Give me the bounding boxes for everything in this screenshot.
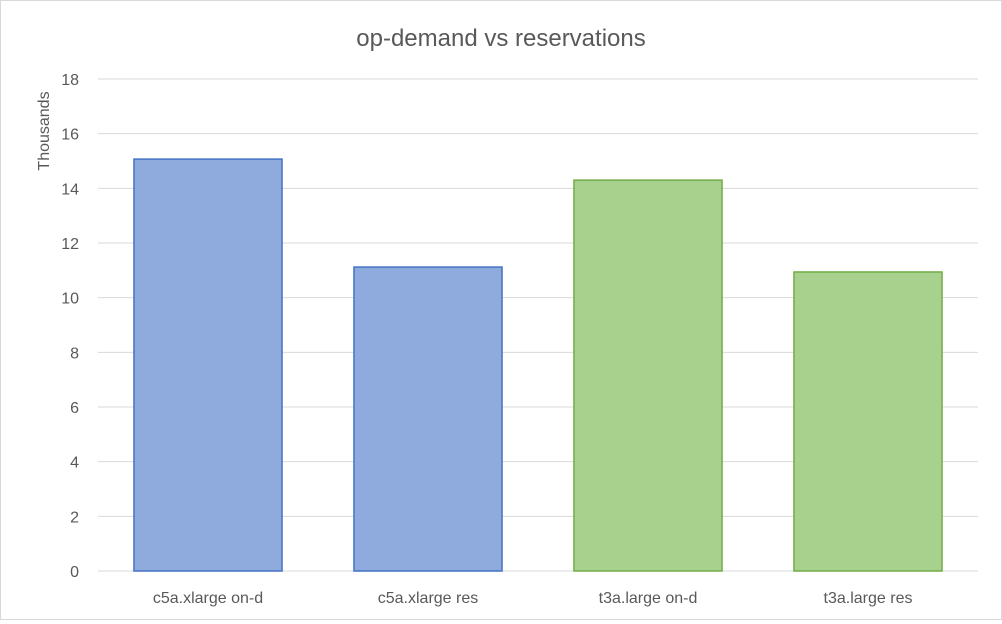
bar-c5a-xlarge-res [353, 266, 503, 572]
x-tick-label: t3a.large on-d [599, 590, 698, 607]
x-tick-label: c5a.xlarge res [378, 590, 479, 607]
bar-t3a-large-on-d [573, 179, 723, 572]
y-axis-ticks: 0 2 4 6 8 10 12 14 16 18 [61, 72, 79, 581]
x-axis-ticks: c5a.xlarge on-d c5a.xlarge res t3a.large o… [153, 590, 913, 607]
y-tick-label: 14 [61, 181, 79, 198]
x-tick-label: c5a.xlarge on-d [153, 590, 263, 607]
y-tick-label: 10 [61, 291, 79, 308]
y-tick-label: 8 [70, 345, 79, 362]
y-tick-label: 18 [61, 72, 79, 89]
y-axis-label: Thousands [36, 91, 53, 170]
y-tick-label: 6 [70, 400, 79, 417]
bar-c5a-xlarge-on-d [133, 158, 283, 572]
bar-t3a-large-res [793, 271, 943, 572]
y-tick-label: 0 [70, 564, 79, 581]
y-tick-label: 2 [70, 509, 79, 526]
chart-title: op-demand vs reservations [356, 25, 645, 52]
y-tick-label: 4 [70, 455, 79, 472]
y-tick-label: 16 [61, 127, 79, 144]
y-tick-label: 12 [61, 236, 79, 253]
x-tick-label: t3a.large res [824, 590, 913, 607]
bars [133, 158, 943, 572]
